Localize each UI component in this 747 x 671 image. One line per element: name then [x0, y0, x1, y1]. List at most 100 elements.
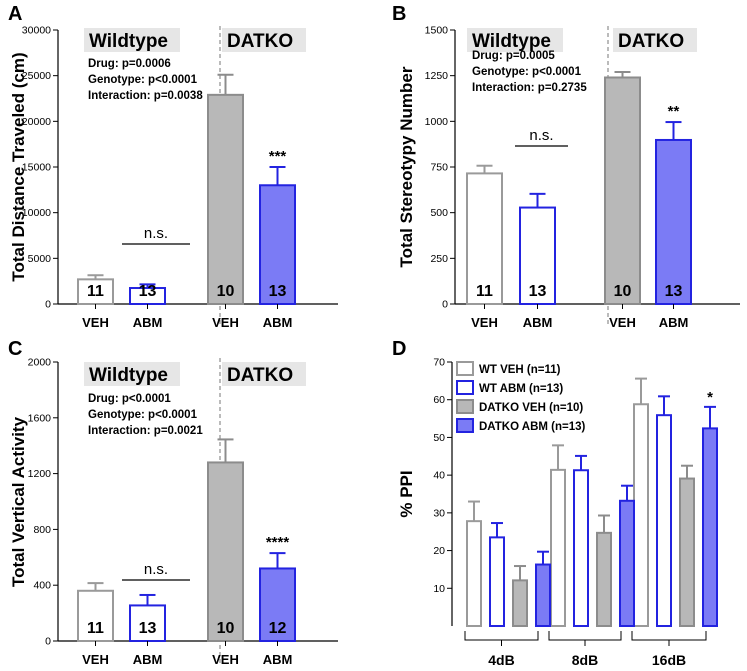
y-axis-label: Total Stereotypy Number: [397, 66, 416, 267]
group-label-bg: [84, 28, 180, 52]
y-tick-label: 20: [433, 545, 445, 557]
stats-line: Interaction: p=0.2735: [472, 82, 587, 94]
bar: [679, 477, 695, 627]
x-category-label: ABM: [133, 315, 163, 330]
y-axis-label: % PPI: [397, 470, 416, 517]
y-tick-label: 250: [430, 253, 448, 265]
stats-line: Genotype: p<0.0001: [88, 409, 198, 421]
legend-swatch: [456, 361, 474, 376]
bar: [655, 138, 692, 305]
group-label-bg: [613, 28, 697, 52]
ns-label: n.s.: [529, 127, 553, 144]
y-tick-label: 0: [45, 299, 51, 311]
panel-C: C Total Vertical Activity 0 400 800 1200 1600 2…: [8, 338, 338, 667]
bar: [633, 403, 649, 627]
y-tick-label: 30: [433, 507, 445, 519]
panel-D: D % PPI 10 20 30 40 50 60 70 * 4dB 8dB 16dB WT VEH (n…: [392, 338, 718, 668]
y-tick-label: 1500: [425, 25, 449, 37]
bar: [656, 414, 672, 628]
legend-entry: WT VEH (n=11): [479, 364, 561, 376]
panel-B: B Total Stereotypy Number 0 250 500 750 1000 12…: [392, 3, 740, 330]
x-category-label: VEH: [471, 315, 498, 330]
group-label-wildtype: Wildtype: [472, 31, 551, 52]
significance-label: ***: [269, 148, 287, 165]
y-axis-label: Total Vertical Activity: [9, 416, 28, 587]
n-label: 10: [217, 283, 235, 300]
bar: [702, 427, 718, 627]
category-bracket: [631, 631, 707, 641]
y-tick-label: 25000: [22, 70, 51, 82]
bar: [466, 520, 482, 628]
panel-A: A Total Distance Traveled (cm) 0 5000 10000 1…: [8, 3, 338, 330]
stats-line: Interaction: p=0.0038: [88, 90, 203, 102]
y-tick-label: 0: [45, 636, 51, 648]
category-bracket: [548, 631, 622, 641]
x-category-label: 16dB: [652, 652, 686, 668]
significance-label: *: [707, 389, 713, 406]
group-label-wildtype: Wildtype: [89, 365, 168, 386]
bar: [550, 468, 566, 627]
group-label-datko: DATKO: [227, 365, 293, 386]
n-label: 12: [269, 620, 287, 637]
x-category-label: ABM: [523, 315, 553, 330]
y-tick-label: 50: [433, 432, 445, 444]
y-axis-label: Total Distance Traveled (cm): [9, 52, 28, 281]
y-tick-label: 500: [430, 207, 448, 219]
n-label: 11: [87, 620, 104, 637]
bar: [573, 469, 589, 627]
y-tick-label: 1000: [425, 116, 449, 128]
stats-line: Genotype: p<0.0001: [88, 74, 198, 86]
y-tick-label: 30000: [22, 25, 51, 37]
bar: [604, 76, 641, 305]
legend-swatch: [456, 418, 474, 433]
panel-letter: C: [8, 338, 22, 360]
group-label-wildtype: Wildtype: [89, 31, 168, 52]
y-tick-label: 400: [33, 580, 51, 592]
y-tick-label: 70: [433, 357, 445, 369]
x-category-label: ABM: [263, 652, 293, 667]
x-category-label: ABM: [263, 315, 293, 330]
x-category-label: 4dB: [488, 652, 514, 668]
bar: [207, 93, 244, 305]
n-label: 11: [476, 283, 493, 300]
group-label-datko: DATKO: [618, 31, 684, 52]
stats-line: Drug: p<0.0001: [88, 393, 171, 405]
x-category-label: ABM: [659, 315, 689, 330]
x-category-label: VEH: [82, 315, 109, 330]
ns-label: n.s.: [144, 225, 168, 242]
x-category-label: VEH: [609, 315, 636, 330]
group-label-bg: [222, 362, 306, 386]
y-tick-label: 40: [433, 470, 445, 482]
legend-swatch: [456, 399, 474, 414]
group-label-datko: DATKO: [227, 31, 293, 52]
legend-entry: WT ABM (n=13): [479, 383, 563, 395]
bar: [259, 567, 296, 643]
x-category-label: 8dB: [572, 652, 598, 668]
stats-line: Genotype: p<0.0001: [472, 66, 582, 78]
legend-entry: DATKO ABM (n=13): [479, 421, 586, 433]
y-tick-label: 1200: [28, 468, 52, 480]
n-label: 10: [614, 283, 632, 300]
n-label: 13: [139, 283, 157, 300]
bar: [259, 184, 296, 305]
y-tick-label: 20000: [22, 116, 51, 128]
y-tick-label: 0: [442, 299, 448, 311]
bar: [77, 278, 114, 305]
group-label-bg: [467, 28, 563, 52]
bar: [489, 536, 505, 627]
stats-line: Drug: p=0.0006: [88, 58, 171, 70]
bar: [207, 461, 244, 642]
y-tick-label: 1600: [28, 412, 52, 424]
significance-label: ****: [266, 534, 290, 551]
stats-line: Drug: p=0.0005: [472, 50, 555, 62]
n-label: 13: [665, 283, 683, 300]
significance-label: **: [668, 103, 680, 120]
bar: [129, 604, 166, 642]
x-category-label: VEH: [212, 315, 239, 330]
ns-label: n.s.: [144, 561, 168, 578]
n-label: 13: [269, 283, 287, 300]
n-label: 13: [529, 283, 547, 300]
y-tick-label: 2000: [28, 357, 52, 369]
y-tick-label: 10: [433, 583, 445, 595]
